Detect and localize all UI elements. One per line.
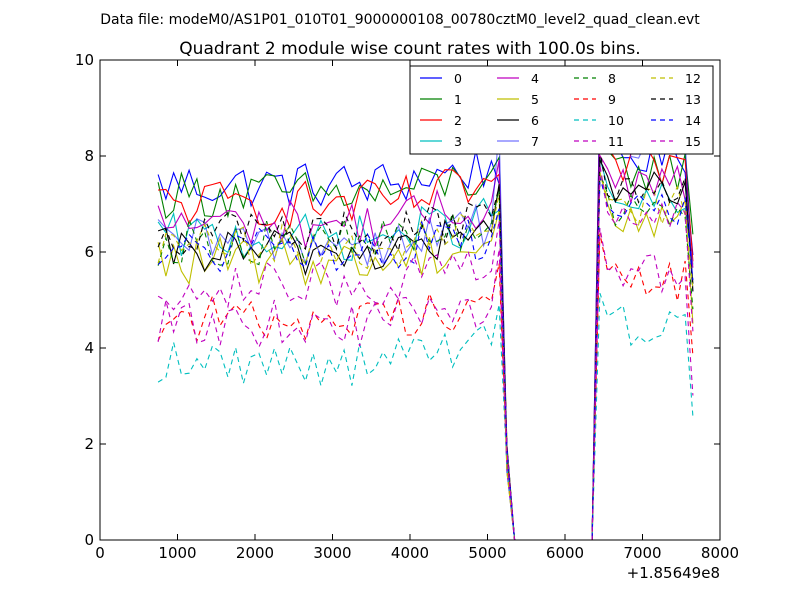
legend-label-1: 1 [454, 92, 462, 107]
legend-label-14: 14 [685, 113, 701, 128]
legend-label-4: 4 [531, 71, 539, 86]
legend-label-13: 13 [685, 92, 701, 107]
y-tick-label: 6 [84, 243, 94, 261]
legend-label-3: 3 [454, 134, 462, 149]
chart-suptitle: Data file: modeM0/AS1P01_010T01_90000001… [100, 12, 700, 28]
legend-label-6: 6 [531, 113, 539, 128]
legend-box [409, 65, 714, 155]
x-offset-label: +1.85649e8 [627, 564, 720, 582]
series-line-0 [157, 94, 694, 541]
series-line-11 [157, 227, 694, 541]
legend-label-2: 2 [454, 113, 462, 128]
x-tick-label: 8000 [701, 544, 739, 562]
legend-label-15: 15 [685, 134, 701, 149]
series-line-10 [157, 293, 694, 541]
series-line-15 [157, 164, 694, 541]
y-tick-label: 4 [84, 339, 94, 357]
legend-label-8: 8 [608, 71, 616, 86]
legend-label-10: 10 [608, 113, 624, 128]
x-tick-label: 3000 [313, 544, 351, 562]
legend-label-9: 9 [608, 92, 616, 107]
series-line-3 [157, 158, 694, 541]
x-tick-label: 1000 [158, 544, 196, 562]
legend-label-0: 0 [454, 71, 462, 86]
y-tick-label: 2 [84, 435, 94, 453]
chart-title: Quadrant 2 module wise count rates with … [179, 39, 640, 59]
series-line-1 [157, 125, 694, 541]
series-line-13 [157, 150, 694, 541]
series-line-8 [157, 173, 694, 541]
y-tick-label: 0 [84, 531, 94, 549]
series-line-9 [157, 233, 694, 541]
series-line-5 [157, 171, 694, 541]
x-tick-label: 4000 [391, 544, 429, 562]
series-line-7 [157, 89, 694, 541]
legend-label-11: 11 [608, 134, 624, 149]
x-tick-label: 5000 [468, 544, 506, 562]
series-line-2 [158, 103, 694, 541]
x-tick-label: 7000 [623, 544, 661, 562]
plot-lines [157, 89, 694, 541]
series-line-6 [157, 159, 694, 541]
x-tick-label: 2000 [236, 544, 274, 562]
y-tick-label: 10 [75, 51, 94, 69]
series-line-14 [157, 176, 694, 541]
y-tick-label: 8 [84, 147, 94, 165]
x-axis: 0 1000 2000 3000 4000 5000 6000 7000 8000 [95, 60, 739, 562]
series-line-12 [157, 172, 694, 541]
x-tick-label: 6000 [546, 544, 584, 562]
legend-label-12: 12 [685, 71, 701, 86]
legend-label-5: 5 [531, 92, 539, 107]
x-tick-label: 0 [95, 544, 105, 562]
legend-label-7: 7 [531, 134, 539, 149]
